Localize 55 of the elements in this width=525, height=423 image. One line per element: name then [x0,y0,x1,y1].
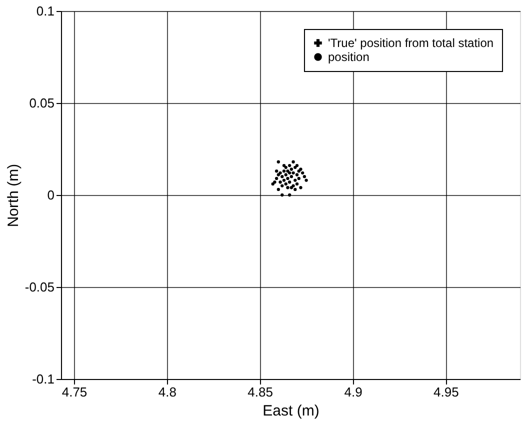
point [302,175,306,178]
point [273,180,276,184]
point [274,176,278,180]
point [276,160,280,164]
point [294,178,297,182]
y-tick-label: 0.1 [36,4,54,18]
point [288,193,292,197]
x-tick-label: 4.9 [344,384,362,400]
point [290,168,294,171]
x-tick-label: 4.8 [158,384,176,400]
point [286,176,290,180]
point [292,171,295,174]
point [304,178,308,182]
point [295,164,299,168]
point [284,182,288,186]
y-tick-label: 0 [47,188,54,202]
point [290,186,294,190]
point [301,171,304,174]
point [280,193,284,197]
point [278,171,282,174]
legend-label: 'True' position from total station [328,36,494,50]
point [280,184,284,188]
point [294,188,297,192]
point [288,164,292,168]
point [297,176,300,180]
point [299,168,302,171]
point [288,171,292,174]
point [271,182,274,186]
x-tick-label: 4.75 [62,384,88,400]
point [274,170,278,173]
point [276,188,280,192]
point [288,180,292,184]
x-tick-label: 4.85 [248,384,273,400]
x-axis-title: East (m) [262,402,320,420]
point [280,175,284,178]
x-tick-label: 4.95 [434,384,459,400]
legend-label: position [328,50,370,64]
point [286,186,290,190]
point [292,160,295,164]
point [282,170,286,173]
point [278,180,282,184]
y-axis-title: North (m) [4,164,22,228]
point [295,173,299,176]
point [282,164,286,168]
point [282,178,286,182]
point [299,186,302,190]
point [295,182,299,186]
point [290,175,294,178]
y-tick-label: -0.05 [24,280,54,294]
point [286,170,290,173]
y-tick-label: 0.05 [29,96,54,110]
point [284,173,288,176]
y-tick-label: -0.1 [32,372,54,386]
point [276,173,280,176]
point [297,170,300,173]
